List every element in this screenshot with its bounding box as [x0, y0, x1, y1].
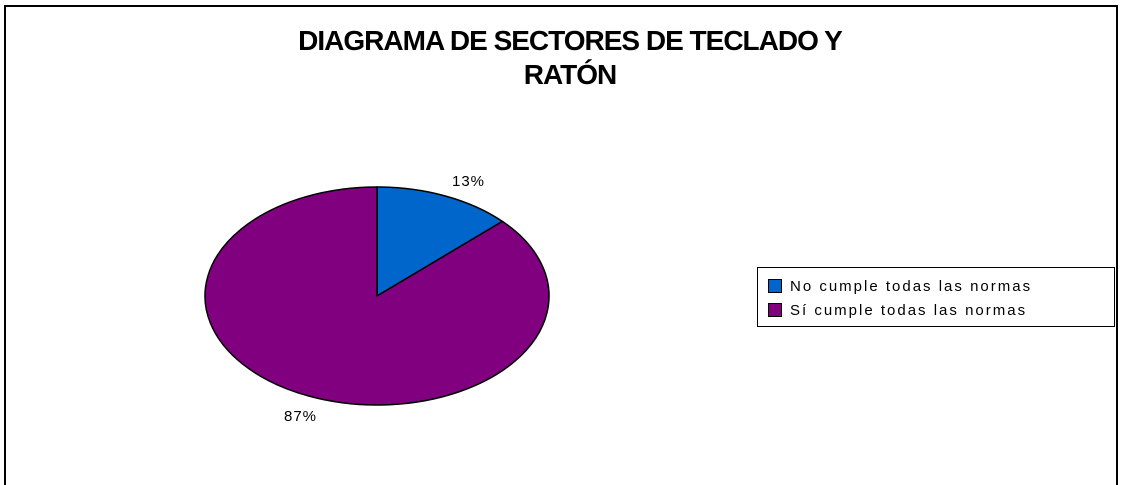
- chart-title: DIAGRAMA DE SECTORES DE TECLADO Y RATÓN: [160, 24, 980, 92]
- data-label-0: 13%: [452, 173, 486, 190]
- legend-label-no-cumple: No cumple todas las normas: [790, 277, 1033, 295]
- legend-swatch-si-cumple: [768, 303, 782, 317]
- legend-swatch-no-cumple: [768, 279, 782, 293]
- legend-label-si-cumple: Sí cumple todas las normas: [790, 301, 1028, 319]
- chart-title-line2: RATÓN: [523, 59, 617, 90]
- legend: No cumple todas las normas Sí cumple tod…: [757, 267, 1115, 327]
- legend-item-no-cumple: No cumple todas las normas: [758, 274, 1114, 298]
- legend-item-si-cumple: Sí cumple todas las normas: [758, 298, 1114, 322]
- data-label-1: 87%: [284, 408, 318, 425]
- chart-title-line1: DIAGRAMA DE SECTORES DE TECLADO Y: [298, 25, 843, 56]
- chart-frame: [4, 5, 1118, 485]
- pie-slice-1: [204, 186, 550, 406]
- pie-slice-0: [376, 186, 504, 298]
